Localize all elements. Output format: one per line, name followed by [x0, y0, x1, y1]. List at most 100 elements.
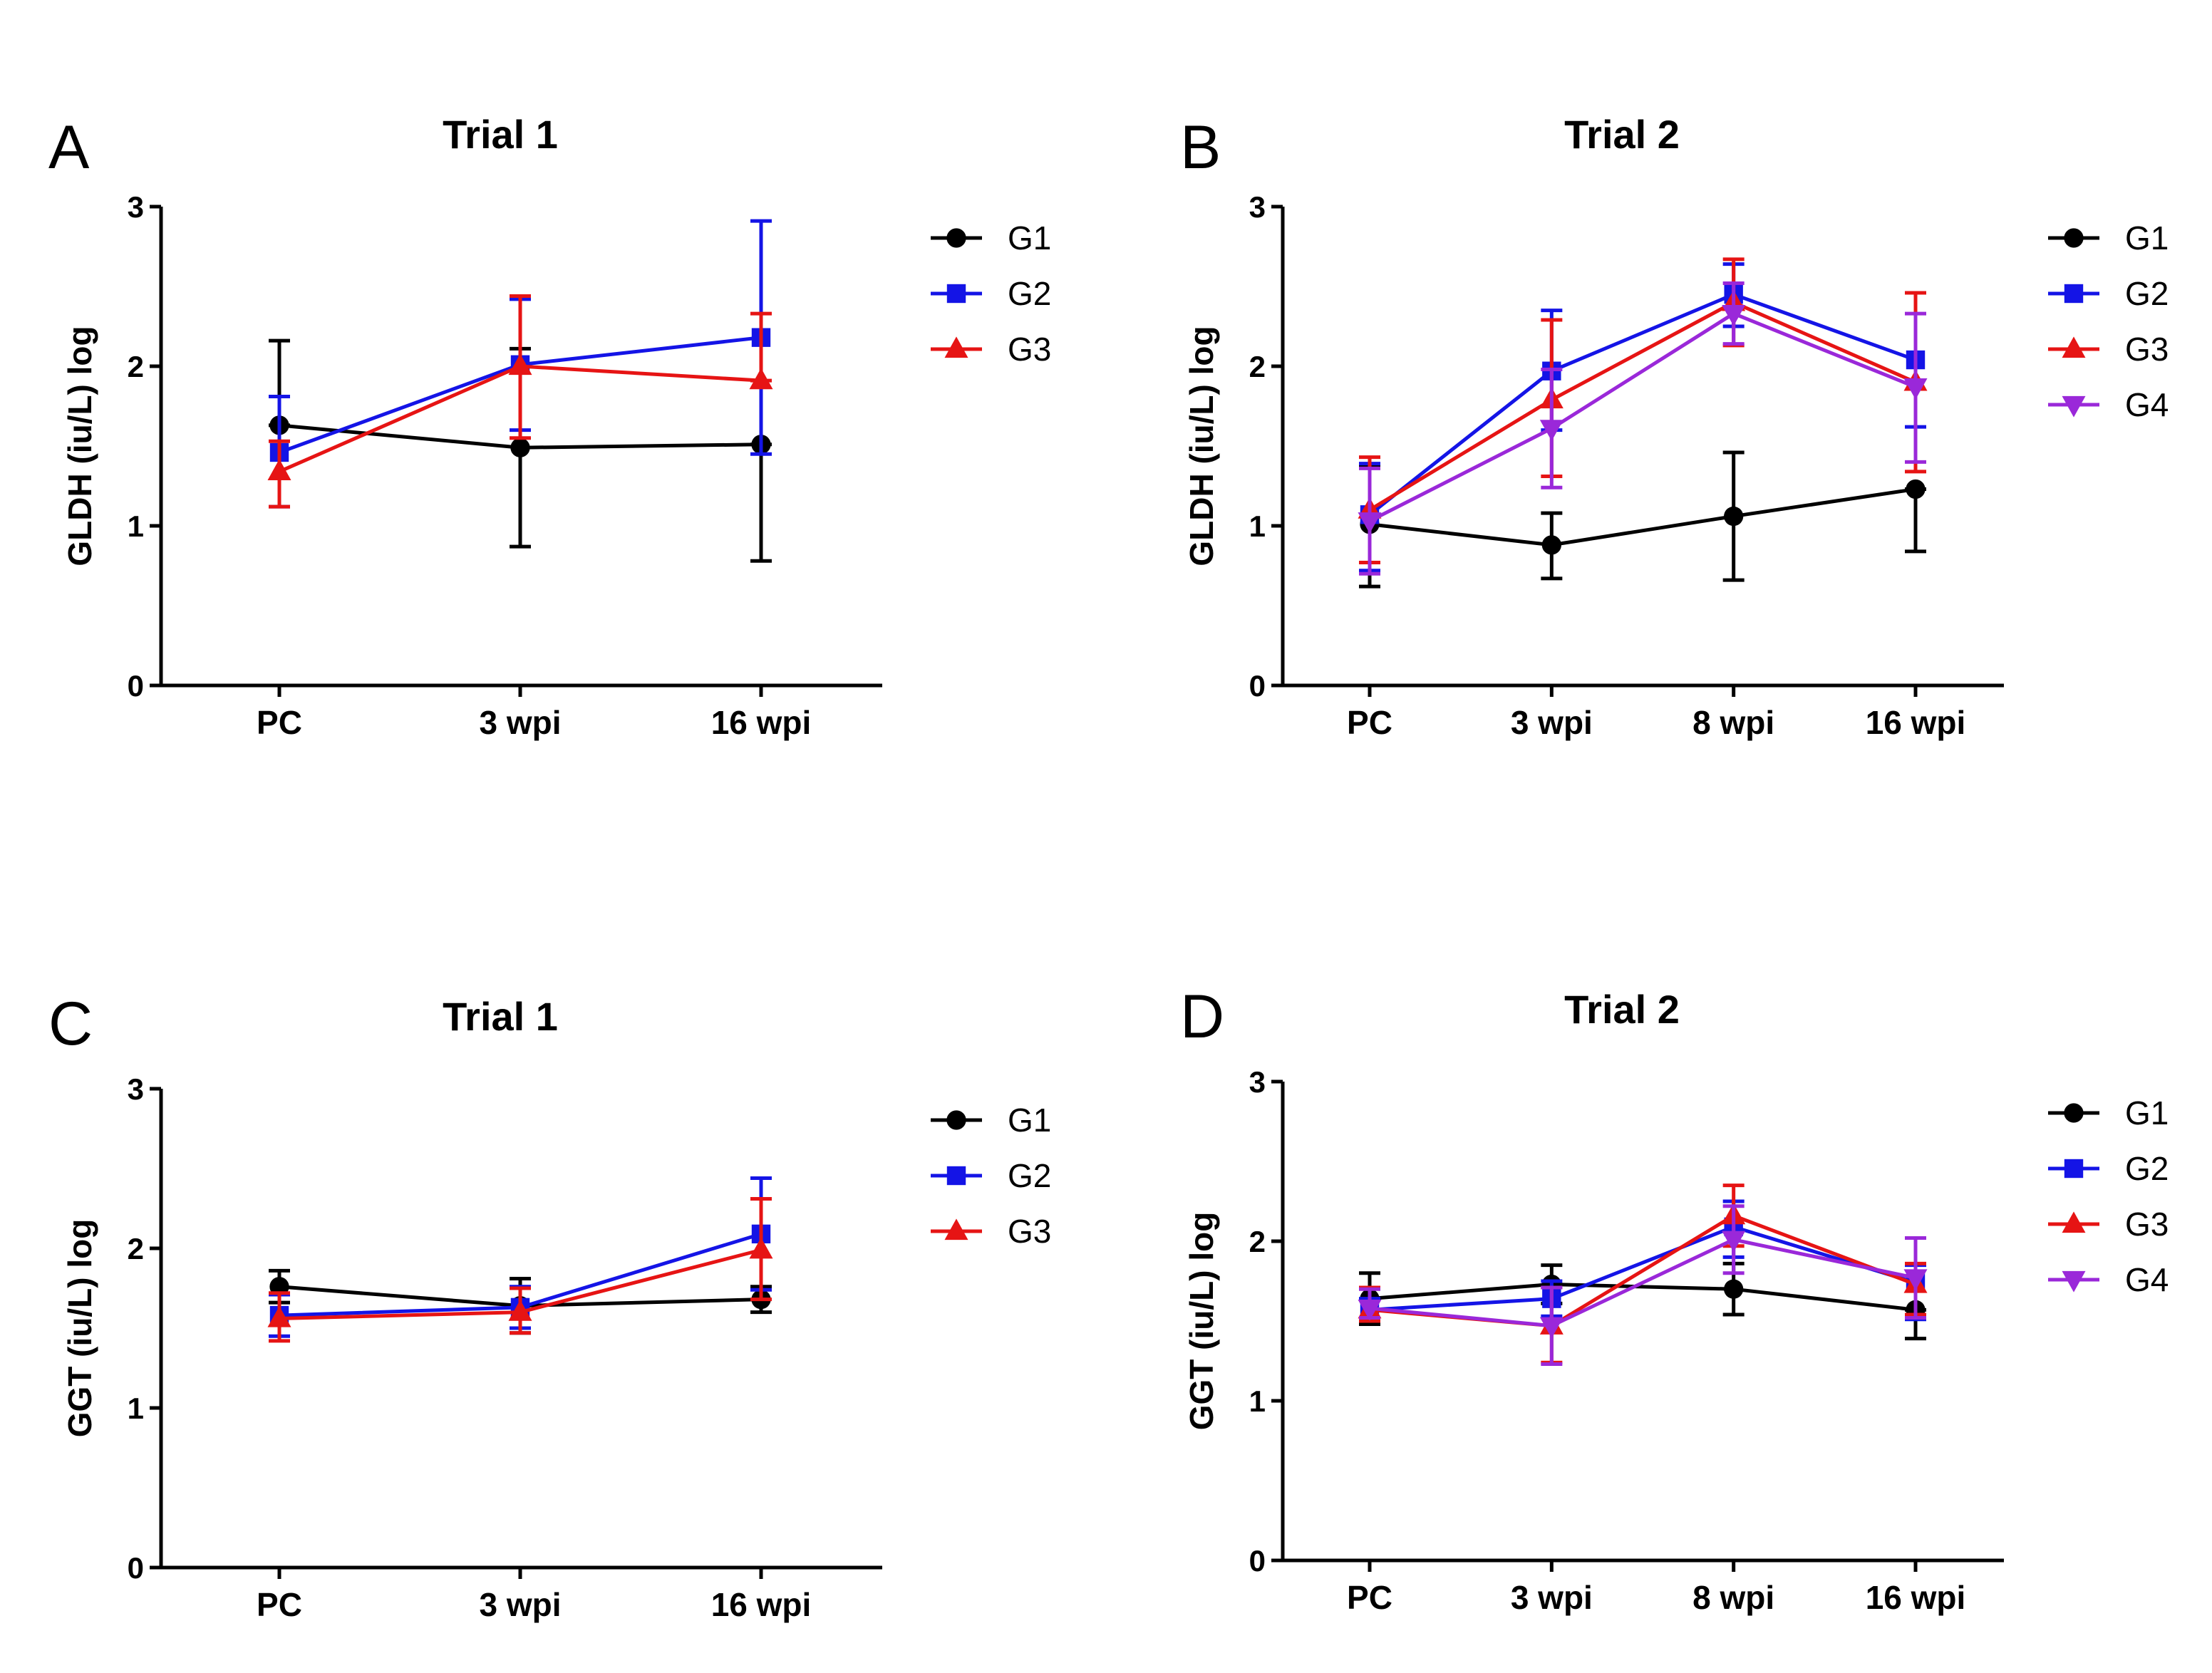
panel-c-legend-marker [944, 1218, 968, 1240]
panel-d-series-g1 [1359, 1261, 1926, 1341]
panel-c-legend-label: G1 [1008, 1102, 1051, 1139]
panel-c-xtick-label: PC [257, 1586, 302, 1623]
panel-c-ytick-label: 1 [128, 1392, 144, 1425]
panel-a-legend-marker [946, 228, 966, 248]
panel-a-series-g3 [267, 294, 773, 509]
panel-b-ytick-label: 0 [1249, 669, 1266, 703]
panel-d-legend-label: G2 [2125, 1150, 2169, 1187]
panel-a-xtick-label: 16 wpi [711, 704, 812, 741]
panel-c-legend-g3: G3 [931, 1213, 1051, 1250]
panel-a-legend-marker [946, 284, 966, 304]
panel-b-letter: B [1180, 113, 1221, 182]
panel-d-legend-marker [2064, 1159, 2084, 1179]
panel-b-series-g4 [1358, 281, 1928, 576]
panel-c-g3-point [267, 1305, 291, 1327]
panel-d-title: Trial 2 [1564, 987, 1680, 1032]
panel-d-legend-marker [2064, 1103, 2084, 1123]
panel-b-g1-point [1906, 479, 1926, 499]
panel-a-ytick-label: 2 [128, 350, 144, 383]
panel-c-series-g3 [267, 1197, 773, 1343]
panel-d-g4-point [1722, 1231, 1746, 1253]
panel-b-legend-marker [2062, 336, 2086, 358]
panel-d-xtick-label: PC [1347, 1579, 1392, 1616]
panel-d-legend-g1: G1 [2048, 1094, 2169, 1131]
panel-d-ytick-label: 0 [1249, 1544, 1266, 1578]
panel-d: D Trial 2 0 1 2 3 GGT (iu/L) log PC 3 wpi 8 wpi 16… [1180, 983, 2169, 1616]
panel-a-legend-g2: G2 [931, 275, 1051, 312]
panel-b-legend-label: G4 [2125, 386, 2169, 423]
panel-b-legend-marker [2062, 395, 2086, 418]
panel-b-g4-point [1358, 512, 1382, 534]
panel-a-letter: A [48, 113, 90, 182]
panel-c-xtick-label: 16 wpi [711, 1586, 812, 1623]
panel-c-g3-point [508, 1300, 532, 1321]
panel-b-ytick-label: 2 [1249, 350, 1266, 383]
panel-a-legend-g1: G1 [931, 219, 1051, 257]
panel-a-ytick-label: 1 [128, 509, 144, 543]
panel-b-xtick-label: 3 wpi [1511, 704, 1593, 741]
panel-d-legend-marker [2062, 1211, 2086, 1233]
panel-a-legend-marker [944, 336, 968, 358]
panel-c-g3-point [749, 1237, 773, 1259]
panel-a-g3-point [267, 459, 291, 480]
panel-b-ylabel: GLDH (iu/L) log [1183, 326, 1220, 566]
panel-b: B Trial 2 0 1 2 3 GLDH (iu/L) log PC 3 wpi 8 wpi 1… [1180, 112, 2169, 741]
panel-d-legend-g2: G2 [2048, 1150, 2169, 1187]
panel-d-g1-point [1724, 1279, 1744, 1299]
panel-b-legend-g3: G3 [2048, 331, 2169, 368]
panel-d-g1-line [1369, 1282, 1916, 1312]
panel-b-g4-line [1368, 311, 1916, 523]
panel-c-ylabel: GGT (iu/L) log [61, 1219, 98, 1438]
panel-b-legend-label: G2 [2125, 275, 2169, 312]
panel-b-legend-g1: G1 [2048, 219, 2169, 257]
panel-a-ytick-label: 0 [128, 669, 144, 703]
panel-a-xtick-label: 3 wpi [479, 704, 561, 741]
panel-c-legend-marker [946, 1110, 966, 1130]
panel-b-xtick-label: 16 wpi [1866, 704, 1966, 741]
panel-d-g2-line [1369, 1225, 1916, 1312]
panel-b-legend-label: G1 [2125, 219, 2169, 257]
panel-b-ytick-label: 1 [1249, 509, 1266, 543]
panel-b-xtick-label: PC [1347, 704, 1392, 741]
panel-d-legend-label: G4 [2125, 1261, 2169, 1298]
panel-d-xtick-label: 3 wpi [1511, 1579, 1593, 1616]
panel-b-g1-point [1541, 535, 1561, 555]
panel-c-ytick-label: 2 [128, 1232, 144, 1265]
panel-b-legend-g4: G4 [2048, 386, 2169, 423]
panel-d-ytick-label: 1 [1249, 1384, 1266, 1418]
panel-d-g4-point [1358, 1299, 1382, 1321]
panel-b-legend-marker [2064, 228, 2084, 248]
panel-d-series-g4 [1358, 1204, 1928, 1366]
panel-d-g4-point [1539, 1317, 1564, 1339]
panel-a-g3-point [508, 353, 532, 375]
panel-b-g4-point [1903, 378, 1928, 400]
panel-c-legend-g2: G2 [931, 1157, 1051, 1194]
panel-d-xtick-label: 16 wpi [1866, 1579, 1966, 1616]
panel-b-title: Trial 2 [1564, 112, 1680, 157]
panel-c: C Trial 1 0 1 2 3 GGT (iu/L) log PC 3 wpi 16 wpi G… [48, 990, 1051, 1623]
panel-a-g3-point [749, 368, 773, 390]
panel-d-legend-g3: G3 [2048, 1206, 2169, 1243]
panel-d-ytick-label: 2 [1249, 1225, 1266, 1258]
panel-c-title: Trial 1 [443, 994, 558, 1039]
panel-d-g4-line [1369, 1238, 1916, 1328]
panel-b-g1-point [1724, 506, 1744, 527]
panel-d-legend-marker [2062, 1270, 2086, 1293]
panel-b-g3-line [1368, 300, 1917, 512]
panel-a-legend-label: G2 [1008, 275, 1051, 312]
panel-d-letter: D [1180, 983, 1224, 1051]
panel-a-legend-label: G1 [1008, 219, 1051, 257]
panel-b-legend-g2: G2 [2048, 275, 2169, 312]
panel-a-xtick-label: PC [257, 704, 302, 741]
panel-d-legend-label: G1 [2125, 1094, 2169, 1131]
panel-a-ylabel: GLDH (iu/L) log [61, 326, 98, 566]
panel-c-ytick-label: 3 [128, 1072, 144, 1106]
panel-b-legend-marker [2064, 284, 2084, 304]
panel-b-g4-point [1539, 420, 1564, 441]
panel-d-ytick-label: 3 [1249, 1065, 1266, 1099]
panel-c-legend-g1: G1 [931, 1102, 1051, 1139]
panel-c-ytick-label: 0 [128, 1551, 144, 1585]
panel-c-legend-label: G3 [1008, 1213, 1051, 1250]
